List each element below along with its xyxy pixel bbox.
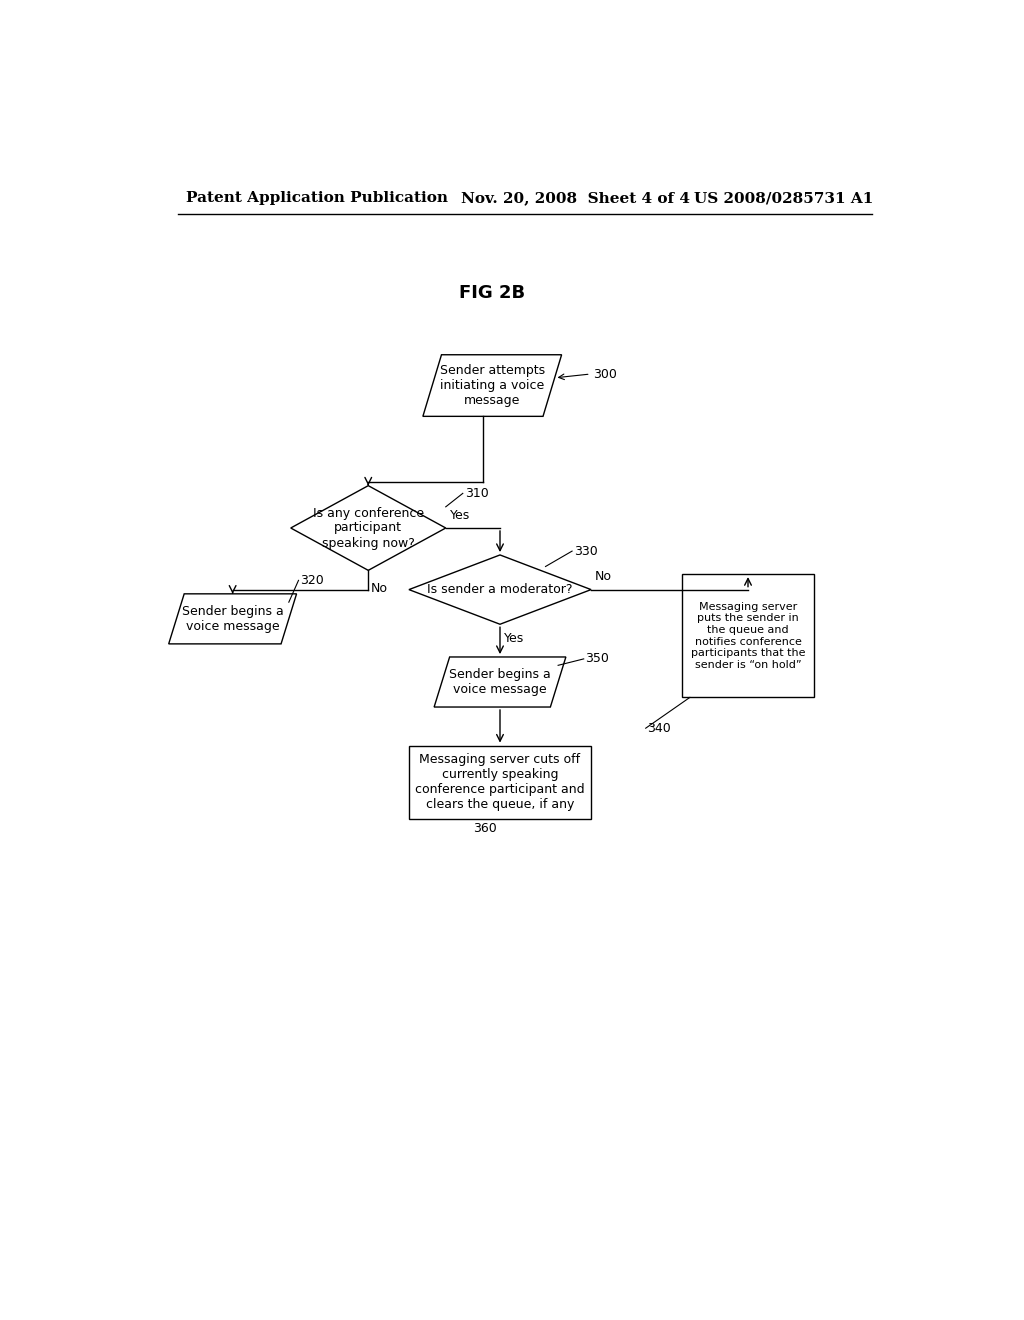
Text: 320: 320 bbox=[300, 574, 324, 587]
Text: Is any conference
participant
speaking now?: Is any conference participant speaking n… bbox=[312, 507, 424, 549]
Text: Messaging server cuts off
currently speaking
conference participant and
clears t: Messaging server cuts off currently spea… bbox=[415, 754, 585, 810]
Polygon shape bbox=[291, 486, 445, 570]
Text: FIG 2B: FIG 2B bbox=[459, 284, 525, 302]
Text: 340: 340 bbox=[647, 722, 671, 735]
Polygon shape bbox=[169, 594, 297, 644]
Text: Sender attempts
initiating a voice
message: Sender attempts initiating a voice messa… bbox=[439, 364, 545, 407]
Text: Sender begins a
voice message: Sender begins a voice message bbox=[181, 605, 284, 632]
Polygon shape bbox=[434, 657, 566, 708]
Text: 330: 330 bbox=[573, 545, 597, 557]
Text: Messaging server
puts the sender in
the queue and
notifies conference
participan: Messaging server puts the sender in the … bbox=[691, 602, 805, 669]
Text: 350: 350 bbox=[586, 652, 609, 665]
Text: 310: 310 bbox=[465, 487, 488, 500]
Text: No: No bbox=[371, 582, 387, 595]
Text: Yes: Yes bbox=[504, 632, 524, 645]
Text: US 2008/0285731 A1: US 2008/0285731 A1 bbox=[693, 191, 873, 206]
Text: 300: 300 bbox=[593, 367, 616, 380]
Text: Patent Application Publication: Patent Application Publication bbox=[186, 191, 449, 206]
Text: Is sender a moderator?: Is sender a moderator? bbox=[427, 583, 572, 597]
Polygon shape bbox=[423, 355, 561, 416]
FancyBboxPatch shape bbox=[409, 746, 591, 818]
FancyBboxPatch shape bbox=[682, 574, 814, 697]
Text: Yes: Yes bbox=[450, 508, 470, 521]
Text: Nov. 20, 2008  Sheet 4 of 4: Nov. 20, 2008 Sheet 4 of 4 bbox=[461, 191, 690, 206]
Text: 360: 360 bbox=[473, 822, 497, 834]
Text: No: No bbox=[595, 570, 612, 583]
Polygon shape bbox=[409, 554, 591, 624]
Text: Sender begins a
voice message: Sender begins a voice message bbox=[450, 668, 551, 696]
